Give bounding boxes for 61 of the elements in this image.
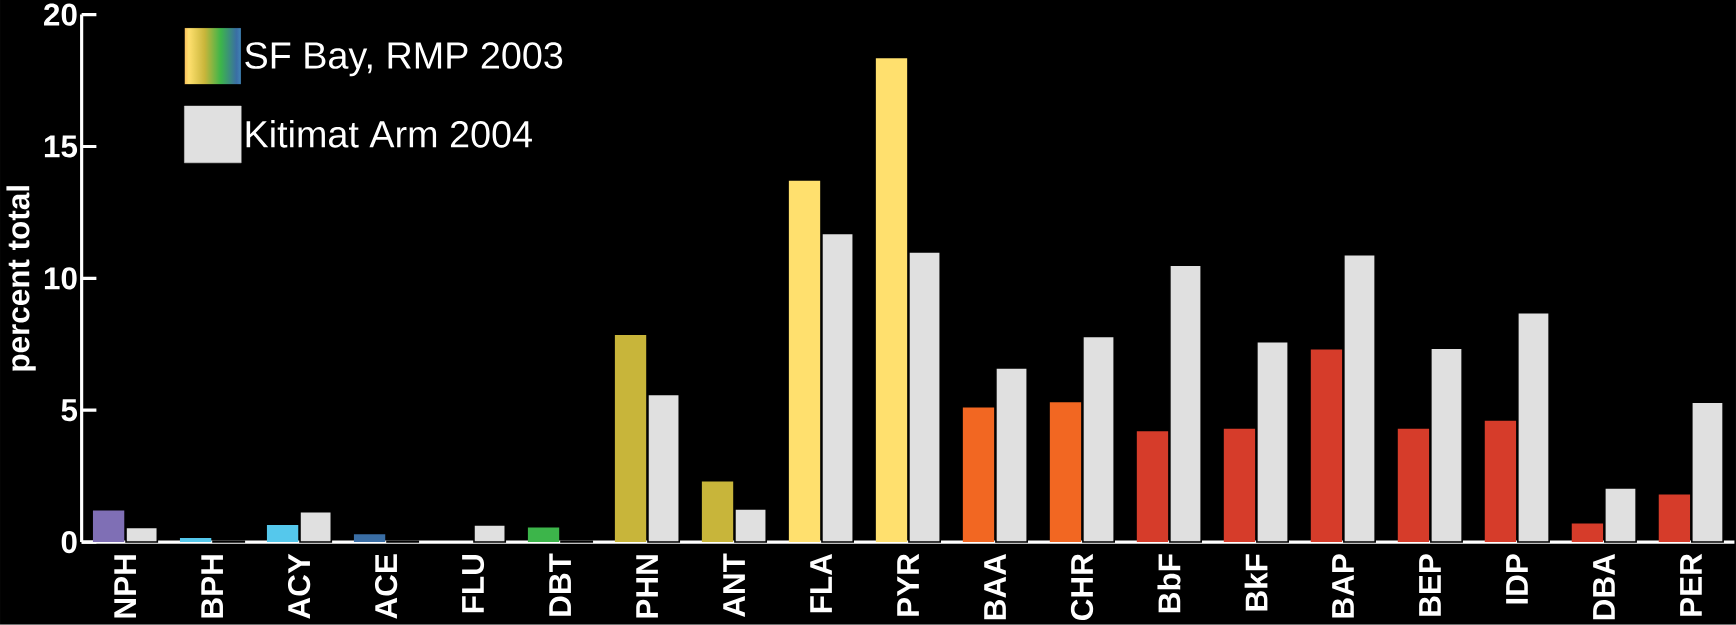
bar	[1169, 264, 1202, 543]
bar	[1517, 311, 1550, 543]
x-tick-label: DBA	[1593, 554, 1615, 620]
bar	[647, 393, 681, 543]
legend-label: Kitimat Arm 2004	[246, 120, 532, 148]
bar	[1430, 347, 1463, 543]
x-tick-label: IDP	[1506, 554, 1528, 604]
bar	[1397, 428, 1430, 543]
bar	[1136, 431, 1169, 543]
bar	[125, 526, 159, 543]
x-tick-label: BkF	[1244, 554, 1268, 611]
bar	[962, 407, 995, 543]
bar	[734, 508, 768, 543]
bar	[473, 524, 507, 543]
bar	[875, 58, 908, 543]
y-axis-title: percent total	[6, 186, 36, 371]
bar	[1256, 340, 1289, 543]
bar	[1484, 420, 1517, 543]
bar	[995, 367, 1029, 543]
y-tick-label: 10	[44, 267, 77, 290]
x-tick-label: BbF	[1157, 554, 1181, 613]
x-tick-label: FLU	[462, 555, 485, 613]
x-tick-label: BAA	[984, 554, 1006, 620]
x-tick-label: CHR	[1070, 553, 1094, 621]
bar	[1604, 487, 1637, 543]
bar	[179, 538, 212, 543]
bar	[299, 511, 333, 543]
bar	[266, 525, 299, 543]
x-tick-label: PYR	[897, 553, 919, 616]
x-tick-label: PER	[1680, 553, 1702, 616]
x-tick-label: ANT	[723, 553, 745, 618]
legend-label: SF Bay, RMP 2003	[245, 42, 563, 77]
x-tick-label: ACY	[287, 553, 311, 619]
bar	[527, 527, 560, 543]
bar	[1658, 494, 1691, 543]
bar	[788, 180, 821, 543]
x-tick-label: BAP	[1332, 554, 1354, 618]
y-tick-label: 0	[61, 531, 77, 554]
y-tick-label: 20	[44, 3, 77, 26]
bar	[821, 232, 855, 543]
bar	[92, 510, 125, 543]
bar	[701, 481, 734, 543]
x-tick-label: ACE	[374, 554, 398, 619]
bar	[1343, 253, 1376, 543]
bar	[353, 534, 386, 543]
x-tick-label: DBT	[549, 553, 571, 616]
x-tick-label: PHN	[636, 555, 658, 618]
bar	[1223, 428, 1256, 543]
bar	[1310, 349, 1343, 543]
bar	[1049, 402, 1082, 543]
x-tick-label: BEP	[1419, 554, 1441, 616]
y-tick-label: 5	[61, 399, 78, 422]
bar	[1082, 335, 1115, 543]
x-tick-label: BPH	[201, 555, 223, 618]
bar	[614, 335, 647, 543]
bar	[908, 251, 942, 543]
y-tick-label: 15	[44, 135, 78, 158]
x-tick-label: NPH	[114, 555, 136, 618]
bar	[1571, 523, 1604, 543]
x-tick-label: FLA	[810, 554, 832, 613]
bar	[1691, 401, 1724, 543]
